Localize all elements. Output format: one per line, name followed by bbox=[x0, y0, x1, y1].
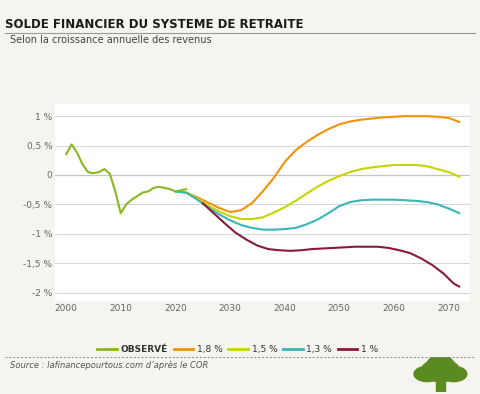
Circle shape bbox=[441, 366, 467, 382]
FancyBboxPatch shape bbox=[435, 382, 445, 392]
Text: SOLDE FINANCIER DU SYSTEME DE RETRAITE: SOLDE FINANCIER DU SYSTEME DE RETRAITE bbox=[5, 18, 303, 31]
Circle shape bbox=[414, 366, 441, 382]
Text: Source : lafinancepourtous.com d’après le COR: Source : lafinancepourtous.com d’après l… bbox=[10, 361, 208, 370]
Text: Selon la croissance annuelle des revenus: Selon la croissance annuelle des revenus bbox=[10, 35, 211, 45]
Circle shape bbox=[421, 359, 459, 382]
Legend: OBSERVÉ, 1,8 %, 1,5 %, 1,3 %, 1 %: OBSERVÉ, 1,8 %, 1,5 %, 1,3 %, 1 % bbox=[94, 341, 382, 358]
Circle shape bbox=[427, 356, 454, 371]
